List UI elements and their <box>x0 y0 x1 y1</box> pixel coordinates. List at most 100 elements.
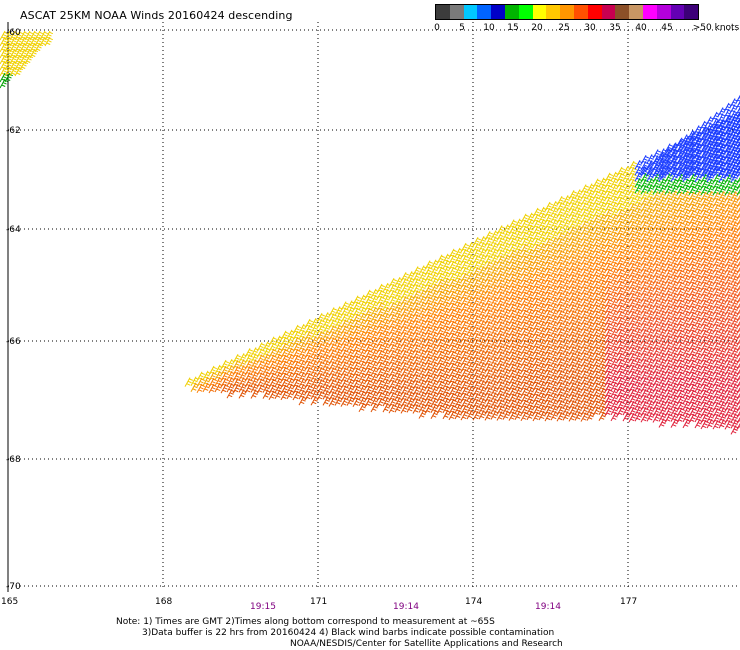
wind-barb <box>376 295 385 306</box>
wind-barb <box>448 362 457 373</box>
wind-barb <box>712 233 721 244</box>
wind-barb <box>700 209 709 220</box>
wind-barb <box>568 220 577 230</box>
wind-barb <box>586 339 595 349</box>
wind-barb <box>640 251 649 261</box>
wind-barb <box>544 207 553 218</box>
wind-barb <box>364 343 373 354</box>
wind-barb <box>502 344 511 354</box>
wind-barb <box>681 134 690 144</box>
wind-barb <box>430 361 439 371</box>
wind-barb <box>670 196 679 206</box>
wind-barb <box>610 363 619 374</box>
wind-barb <box>238 377 247 387</box>
wind-barb <box>724 324 733 334</box>
wind-barb <box>490 338 499 348</box>
wind-barb <box>562 279 571 289</box>
wind-barb <box>310 383 319 394</box>
wind-barb <box>646 376 655 386</box>
wind-barb <box>652 227 661 237</box>
wind-barb <box>622 411 631 422</box>
wind-barb <box>250 383 259 393</box>
wind-barb <box>520 315 529 326</box>
wind-barb <box>664 179 673 189</box>
wind-barb <box>406 301 415 311</box>
wind-barb <box>280 348 289 359</box>
wind-barb <box>526 356 535 367</box>
wind-barb <box>406 331 415 341</box>
wind-barb <box>598 387 607 398</box>
wind-barb <box>502 236 511 246</box>
wind-barb <box>616 292 625 303</box>
wind-barb <box>730 125 739 135</box>
wind-barb <box>358 324 367 335</box>
wind-barb <box>448 266 457 277</box>
wind-barb <box>688 395 697 406</box>
wind-barb <box>568 196 577 206</box>
wind-barb <box>706 412 715 423</box>
wind-barb <box>717 167 726 177</box>
wind-barb <box>550 218 559 229</box>
wind-barb <box>274 389 283 400</box>
wind-barb <box>628 382 637 393</box>
wind-barb <box>694 352 703 363</box>
wind-barb <box>676 281 685 291</box>
wind-barb <box>232 372 241 382</box>
wind-barb <box>544 363 553 374</box>
wind-barb <box>646 310 655 320</box>
wind-barb <box>412 332 421 342</box>
wind-barb <box>717 113 726 123</box>
wind-barb <box>358 312 367 323</box>
wind-barb <box>724 366 733 376</box>
wind-barb <box>448 344 457 355</box>
wind-barb <box>526 272 535 283</box>
wind-barb <box>472 338 481 349</box>
wind-barb <box>628 400 637 411</box>
wind-barb <box>712 197 721 208</box>
wind-barb <box>376 391 385 402</box>
wind-barb <box>712 341 721 352</box>
wind-barb <box>14 42 23 53</box>
wind-barb <box>424 308 433 318</box>
wind-barb <box>526 344 535 355</box>
wind-barb <box>622 375 631 386</box>
wind-barb <box>712 179 721 190</box>
wind-barb <box>328 319 337 329</box>
wind-barb <box>388 337 397 348</box>
wind-barb <box>640 233 649 243</box>
wind-barb <box>352 343 361 353</box>
wind-barb <box>532 381 541 392</box>
wind-barb <box>472 242 481 253</box>
wind-barb <box>604 268 613 279</box>
wind-barb <box>640 227 649 237</box>
wind-barb <box>616 364 625 375</box>
longitude-labels: 165 168 171 174 177 <box>1 597 637 607</box>
wind-barb <box>340 397 349 407</box>
wind-barb <box>556 412 565 422</box>
wind-barb <box>286 329 295 340</box>
wind-barb <box>574 189 583 199</box>
wind-barb <box>454 253 463 264</box>
wind-barb <box>706 328 715 339</box>
wind-barb <box>520 261 529 272</box>
wind-barb <box>730 251 739 261</box>
wind-barb <box>664 383 673 393</box>
wind-barb <box>694 376 703 387</box>
wind-barb <box>604 370 613 381</box>
wind-barb <box>610 231 619 242</box>
wind-barb <box>586 291 595 301</box>
wind-barb <box>658 298 667 308</box>
wind-barb <box>646 322 655 332</box>
wind-barb <box>664 407 673 417</box>
wind-barb <box>670 358 679 368</box>
wind-barb <box>580 280 589 290</box>
wind-barb <box>568 352 577 362</box>
wind-barb <box>646 370 655 380</box>
wind-barb <box>574 303 583 313</box>
wind-barb <box>484 387 493 397</box>
wind-barb <box>664 281 673 291</box>
wind-barb <box>502 224 511 234</box>
wind-barb <box>556 316 565 326</box>
wind-barb <box>490 320 499 330</box>
wind-barb <box>514 290 523 300</box>
